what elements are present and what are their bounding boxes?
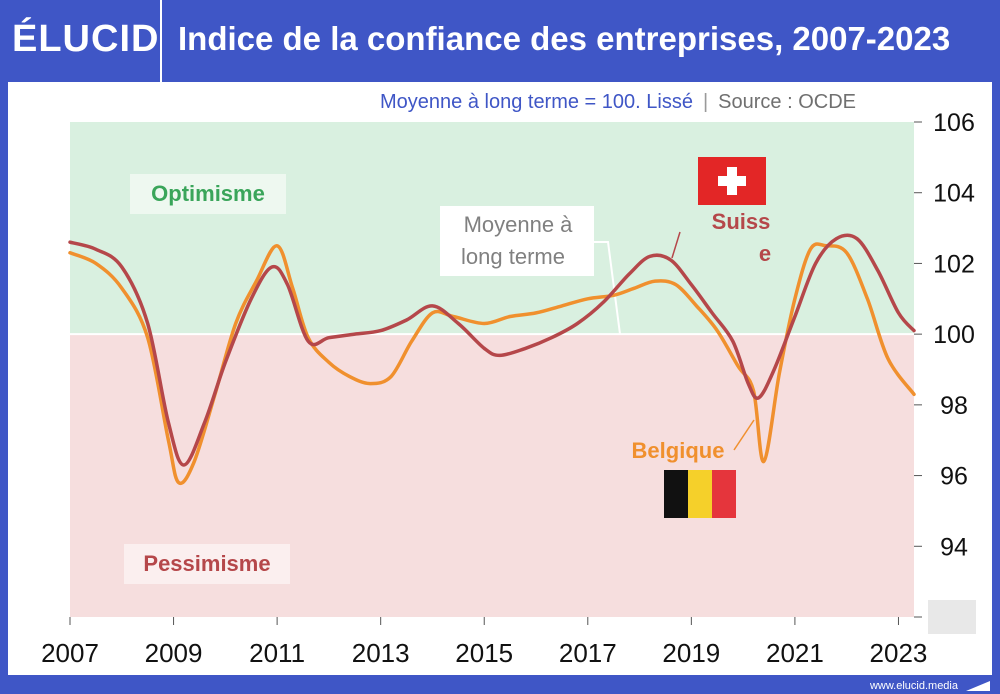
x-tick-label: 2007 bbox=[41, 638, 99, 668]
subtitle: Moyenne à long terme = 100. Lissé | Source… bbox=[380, 91, 856, 113]
y-tick-label: 98 bbox=[940, 392, 968, 420]
belgique-label: Belgique bbox=[632, 438, 725, 463]
x-tick-label: 2021 bbox=[766, 638, 824, 668]
header: ÉLUCID Indice de la confiance des entrep… bbox=[0, 0, 1000, 82]
y-tick-label: 96 bbox=[940, 463, 968, 491]
x-tick-label: 2011 bbox=[249, 638, 305, 668]
pessimism-label-box bbox=[124, 544, 290, 584]
series-line-belgique bbox=[68, 242, 916, 486]
x-tick-label: 2009 bbox=[145, 638, 203, 668]
page-title: Indice de la confiance des entreprises, … bbox=[178, 20, 951, 57]
x-tick-label: 2019 bbox=[662, 638, 720, 668]
suisse-label-line1: Suiss bbox=[712, 209, 771, 234]
subtitle-separator: | bbox=[703, 91, 708, 113]
y-tick-label: 106 bbox=[933, 109, 975, 137]
x-tick-label: 2017 bbox=[559, 638, 617, 668]
average-label-line1: Moyenne à bbox=[464, 212, 574, 237]
header-divider bbox=[160, 0, 162, 82]
y-tick-label: 94 bbox=[940, 533, 968, 561]
footer-url[interactable]: www.elucid.media bbox=[869, 680, 958, 692]
y-tick-label: 102 bbox=[933, 250, 975, 278]
average-label-box bbox=[440, 206, 594, 276]
belgique-label-leader bbox=[733, 419, 755, 451]
suisse-label-line2: e bbox=[759, 241, 771, 266]
x-tick-label: 2015 bbox=[455, 638, 513, 668]
y-min-label-box bbox=[928, 600, 976, 634]
chart: 2007200920112013201520172019202120239294… bbox=[41, 91, 976, 668]
swiss-flag-icon bbox=[698, 157, 766, 205]
chart-panel: 2007200920112013201520172019202120239294… bbox=[8, 82, 992, 675]
pessimism-label: Pessimisme bbox=[143, 551, 270, 576]
optimism-label-box bbox=[130, 174, 286, 214]
y-tick-label: 100 bbox=[933, 321, 975, 349]
subtitle-main: Moyenne à long terme = 100. Lissé bbox=[380, 91, 693, 113]
logo-mark-icon bbox=[966, 681, 990, 691]
y-tick-label: 104 bbox=[933, 180, 975, 208]
x-tick-label: 2013 bbox=[352, 638, 410, 668]
x-tick-label: 2023 bbox=[870, 638, 928, 668]
series-line-suisse bbox=[68, 233, 916, 467]
suisse-label-leader bbox=[671, 231, 681, 259]
average-label-leader bbox=[594, 241, 621, 335]
optimism-label: Optimisme bbox=[151, 181, 265, 206]
subtitle-source: Source : OCDE bbox=[718, 91, 856, 113]
belgian-flag-icon bbox=[664, 470, 736, 518]
average-label-line2: long terme bbox=[461, 244, 565, 269]
brand-logo: ÉLUCID bbox=[12, 18, 160, 60]
